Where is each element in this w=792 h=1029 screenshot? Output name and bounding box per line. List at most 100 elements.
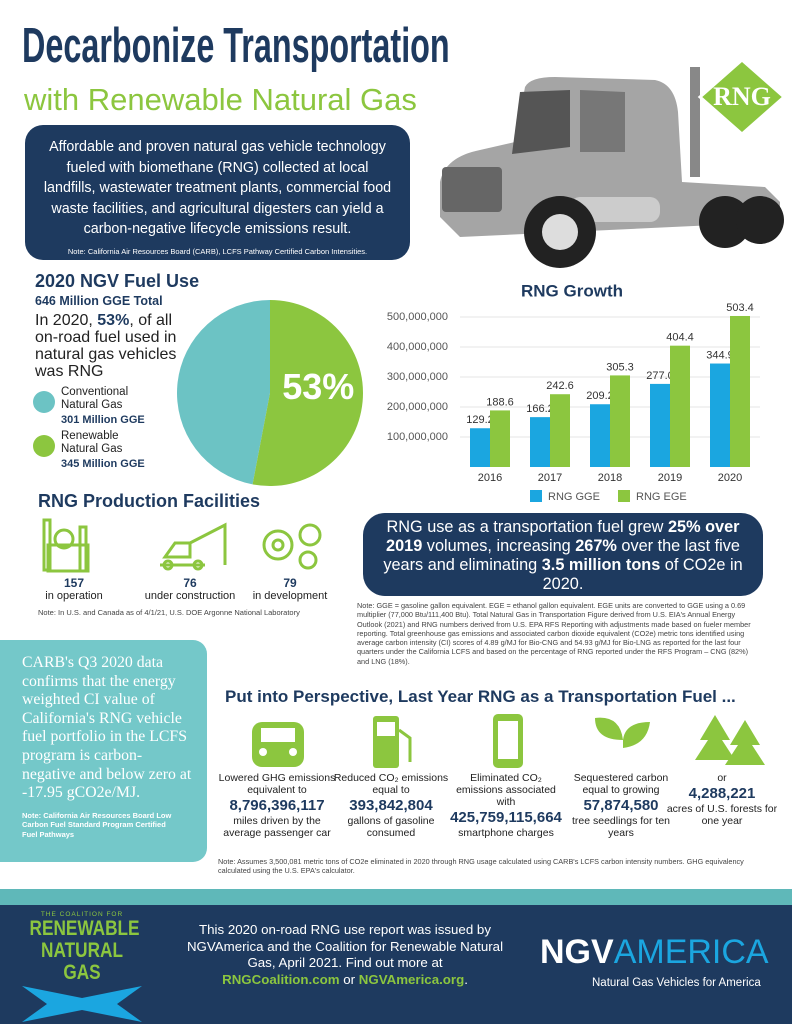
legend-swatch xyxy=(33,391,55,413)
emphasis: 267% xyxy=(575,537,617,555)
emphasis: 3.5 million tons xyxy=(541,556,661,574)
perspective-item: Sequestered carbon equal to growing 57,87… xyxy=(562,772,680,839)
x-tick-label: 2019 xyxy=(658,472,682,484)
text: , of all on-road fuel used in natural ga… xyxy=(35,312,177,380)
bar xyxy=(650,383,670,467)
text: of CO2e in 2020. xyxy=(542,556,743,593)
perspective-before: Reduced CO₂ emissions equal to xyxy=(333,772,449,796)
bar xyxy=(610,375,630,467)
perspective-value: 425,759,115,664 xyxy=(450,809,562,826)
text: or xyxy=(339,971,359,987)
text: over the last five years and eliminating xyxy=(383,537,740,574)
growth-callout: RNG use as a transportation fuel grew 25… xyxy=(363,513,763,596)
fuel-text: In 2020, 53%, of all on-road fuel used i… xyxy=(35,312,195,380)
badge: RNG xyxy=(713,82,771,111)
text: . xyxy=(464,971,468,987)
perspective-before: Eliminated CO₂ emissions associated with xyxy=(456,772,556,808)
chart-title: RNG Growth xyxy=(521,281,623,300)
subtitle: with Renewable Natural Gas xyxy=(24,82,417,117)
value-label: 209.2 xyxy=(586,390,614,402)
legend-swatch xyxy=(618,490,630,502)
chart-note: Note: GGE = gasoline gallon equivalent. … xyxy=(357,601,751,666)
logo-text: AMERICA xyxy=(613,933,769,971)
legend-amount: 301 Million GGE xyxy=(61,414,145,426)
y-tick-label: 400,000,000 xyxy=(387,341,448,353)
x-tick-label: 2017 xyxy=(538,472,562,484)
logo-text: THE COALITION FOR xyxy=(40,911,124,918)
bar xyxy=(490,410,510,467)
footer-stripe xyxy=(0,889,792,905)
logo-text: RENEWABLE xyxy=(29,917,140,940)
facilities-heading: RNG Production Facilities xyxy=(38,491,261,511)
bar xyxy=(590,404,610,467)
facility-label: in operation xyxy=(45,590,103,602)
link[interactable]: RNGCoalition.com xyxy=(222,971,340,987)
value-label: 344.9 xyxy=(706,349,734,361)
carb-box: CARB's Q3 2020 data confirms that the en… xyxy=(0,640,207,862)
x-tick-label: 2020 xyxy=(718,472,742,484)
pie-slice xyxy=(252,300,364,486)
facility-count: 79 xyxy=(283,576,297,590)
bar-chart: RNG Growth 100,000,000 200,000,000 300,000,… xyxy=(387,281,760,503)
facilities-note: Note: In U.S. and Canada as of 4/1/21, U… xyxy=(38,608,300,617)
carb-text: CARB's Q3 2020 data confirms that the en… xyxy=(22,654,192,802)
pie-slice xyxy=(177,300,270,485)
legend-swatch xyxy=(33,435,55,457)
carb-note: Note: California Air Resources Board Low… xyxy=(22,810,172,839)
footer: THE COALITION FOR RENEWABLE NATURAL GAS … xyxy=(0,905,792,1024)
pie-chart: 53% xyxy=(177,300,364,486)
bar xyxy=(730,315,750,467)
x-tick-label: 2018 xyxy=(598,472,622,484)
facility-count: 76 xyxy=(183,576,197,590)
tagline: Natural Gas Vehicles for America xyxy=(592,977,761,989)
logo-ribbon xyxy=(22,986,142,1022)
legend-label: Conventional Natural Gas xyxy=(61,386,129,411)
perspective-after: tree seedlings for ten years xyxy=(571,815,671,839)
bar xyxy=(470,428,490,467)
link[interactable]: NGVAmerica.org xyxy=(358,971,465,987)
perspective-before: or xyxy=(717,772,727,784)
footer-body: This 2020 on-road RNG use report was iss… xyxy=(186,922,504,970)
logo-text: NATURAL GAS xyxy=(41,939,123,984)
text: RNG use as a transportation fuel grew xyxy=(386,518,668,536)
value-label: 503.4 xyxy=(726,302,754,314)
perspective-value: 8,796,396,117 xyxy=(229,797,325,814)
bar xyxy=(670,345,690,467)
value-label: 166.2 xyxy=(526,403,554,415)
y-tick-label: 100,000,000 xyxy=(387,431,448,443)
logo-text: NGV xyxy=(540,933,614,971)
fuel-heading: 2020 NGV Fuel Use xyxy=(35,271,200,291)
bar xyxy=(710,363,730,467)
bar xyxy=(530,417,550,467)
perspective-after: smartphone charges xyxy=(458,827,554,839)
perspective-before: Sequestered carbon equal to growing xyxy=(573,772,669,796)
text: volumes, increasing xyxy=(422,537,576,555)
rng-coalition-logo: THE COALITION FOR RENEWABLE NATURAL GAS xyxy=(18,911,146,1029)
value-label: 305.3 xyxy=(606,361,634,373)
intro-box: Affordable and proven natural gas vehicl… xyxy=(25,125,410,260)
perspective-value: 57,874,580 xyxy=(583,797,659,814)
legend-label: RNG GGE xyxy=(548,491,600,503)
facility-label: under construction xyxy=(144,590,236,602)
emphasis: 25% over 2019 xyxy=(386,518,740,555)
y-tick-label: 500,000,000 xyxy=(387,311,448,323)
perspective-item: Lowered GHG emissions equivalent to 8,796… xyxy=(218,772,336,839)
facility-count: 157 xyxy=(63,576,85,590)
perspective-icons xyxy=(252,714,765,768)
perspective-item: Reduced CO₂ emissions equal to 393,842,80… xyxy=(332,772,450,839)
y-tick-label: 200,000,000 xyxy=(387,401,448,413)
perspective-heading: Put into Perspective, Last Year RNG as a… xyxy=(225,687,736,706)
facility-label: in development xyxy=(252,590,328,602)
facility-icons xyxy=(42,518,322,573)
text-emph: 53% xyxy=(97,312,130,329)
perspective-after: miles driven by the average passenger ca… xyxy=(223,815,331,839)
text: In 2020, xyxy=(35,312,98,329)
truck-illustration: RNG xyxy=(440,62,787,268)
perspective-before: Lowered GHG emissions equivalent to xyxy=(218,772,336,796)
x-tick-label: 2016 xyxy=(478,472,502,484)
perspective-value: 393,842,804 xyxy=(349,797,433,814)
title: Decarbonize Transportation xyxy=(22,19,450,73)
perspective-note: Note: Assumes 3,500,081 metric tons of C… xyxy=(218,857,744,876)
value-label: 188.6 xyxy=(486,396,514,408)
